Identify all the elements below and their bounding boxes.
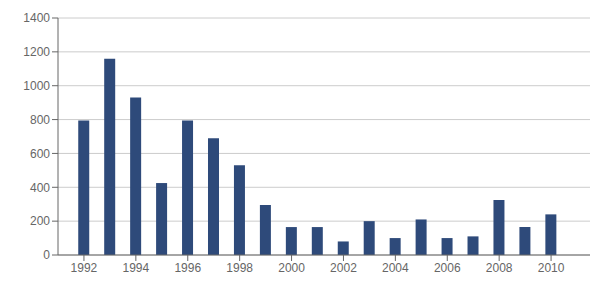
svg-text:1996: 1996 (174, 261, 201, 275)
svg-text:2010: 2010 (538, 261, 565, 275)
svg-text:2002: 2002 (330, 261, 357, 275)
svg-text:1994: 1994 (123, 261, 150, 275)
svg-text:200: 200 (30, 214, 50, 228)
svg-text:1400: 1400 (23, 11, 50, 25)
svg-text:800: 800 (30, 113, 50, 127)
svg-text:2006: 2006 (434, 261, 461, 275)
svg-text:600: 600 (30, 147, 50, 161)
svg-text:2000: 2000 (278, 261, 305, 275)
svg-text:1998: 1998 (226, 261, 253, 275)
svg-text:0: 0 (43, 248, 50, 262)
svg-text:1000: 1000 (23, 79, 50, 93)
svg-text:1200: 1200 (23, 45, 50, 59)
svg-text:2004: 2004 (382, 261, 409, 275)
svg-text:2008: 2008 (486, 261, 513, 275)
svg-text:1992: 1992 (71, 261, 98, 275)
svg-text:400: 400 (30, 181, 50, 195)
